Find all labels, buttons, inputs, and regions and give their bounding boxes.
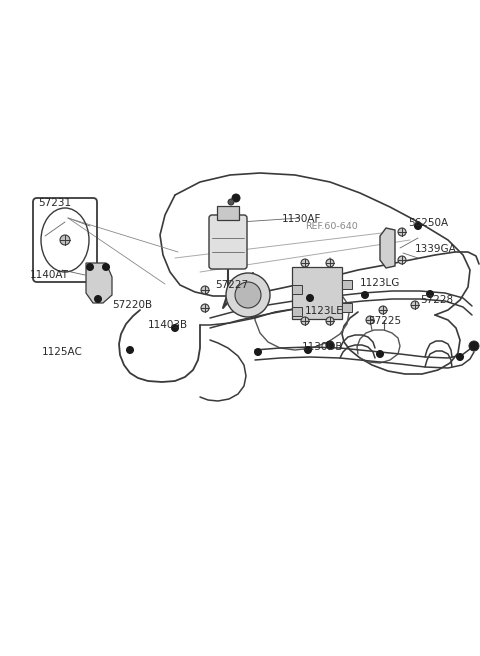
Circle shape: [254, 348, 262, 356]
Circle shape: [326, 341, 334, 349]
Circle shape: [201, 304, 209, 312]
Circle shape: [376, 350, 384, 358]
Text: REF.60-640: REF.60-640: [305, 222, 358, 231]
Circle shape: [379, 306, 387, 314]
Circle shape: [60, 235, 70, 245]
Circle shape: [326, 317, 334, 325]
Circle shape: [304, 346, 312, 354]
Circle shape: [232, 194, 240, 202]
Bar: [292, 285, 302, 294]
Circle shape: [127, 346, 133, 354]
Bar: [292, 307, 302, 316]
Text: 57228: 57228: [420, 295, 453, 305]
Text: 1339GA: 1339GA: [415, 244, 457, 254]
Circle shape: [235, 282, 261, 308]
Circle shape: [307, 295, 313, 302]
FancyBboxPatch shape: [209, 215, 247, 269]
Circle shape: [86, 264, 94, 270]
Circle shape: [226, 273, 270, 317]
Circle shape: [103, 264, 109, 270]
Text: 1123LG: 1123LG: [360, 278, 400, 288]
Circle shape: [95, 295, 101, 302]
Circle shape: [171, 325, 179, 331]
Text: 1130DB: 1130DB: [302, 342, 344, 352]
Circle shape: [411, 301, 419, 309]
Text: 56250A: 56250A: [408, 218, 448, 228]
Text: 1125AC: 1125AC: [42, 347, 83, 357]
Circle shape: [326, 259, 334, 267]
Circle shape: [415, 222, 421, 230]
Circle shape: [456, 354, 464, 361]
Circle shape: [301, 317, 309, 325]
Circle shape: [228, 199, 234, 205]
Text: 57220B: 57220B: [112, 300, 152, 310]
Circle shape: [301, 259, 309, 267]
Polygon shape: [380, 228, 395, 268]
Text: 11403B: 11403B: [148, 320, 188, 330]
Circle shape: [201, 286, 209, 294]
Circle shape: [361, 291, 369, 298]
Polygon shape: [86, 263, 112, 303]
Circle shape: [427, 291, 433, 298]
Text: 1123LE: 1123LE: [305, 306, 344, 316]
Bar: [292, 267, 342, 319]
Bar: [342, 280, 352, 289]
Text: 57225: 57225: [368, 316, 401, 326]
Text: 1130AF: 1130AF: [282, 214, 322, 224]
Circle shape: [398, 228, 406, 236]
Bar: [342, 303, 352, 312]
Circle shape: [398, 256, 406, 264]
Bar: [217, 206, 239, 220]
Circle shape: [366, 316, 374, 324]
Circle shape: [469, 341, 479, 351]
Text: 57231: 57231: [38, 198, 71, 208]
Text: 1140AT: 1140AT: [30, 270, 69, 280]
Text: 57227: 57227: [215, 280, 248, 290]
